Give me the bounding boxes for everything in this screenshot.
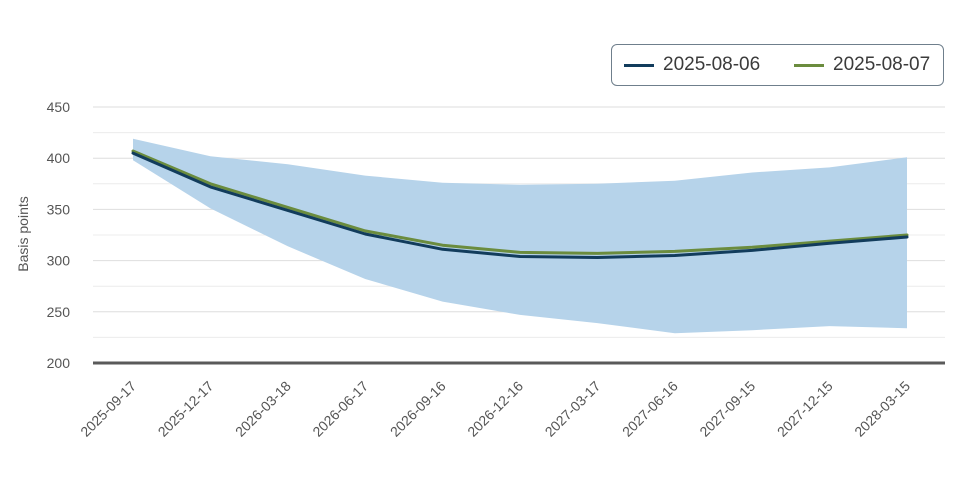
x-tick-label: 2027-03-17 [542, 378, 604, 440]
x-tick-label: 2026-06-17 [309, 378, 371, 440]
uncertainty-band [133, 138, 907, 334]
y-tick-label: 350 [47, 201, 71, 217]
legend-item-series-1[interactable]: 2025-08-06 [624, 45, 760, 85]
x-tick-label: 2025-09-17 [77, 378, 139, 440]
x-tick-label: 2026-09-16 [387, 378, 449, 440]
y-tick-label: 250 [47, 304, 71, 320]
y-tick-label: 200 [47, 355, 71, 371]
legend-item-series-2[interactable]: 2025-08-07 [794, 45, 930, 85]
x-tick-label: 2026-03-18 [232, 378, 294, 440]
series-line-2[interactable] [131, 149, 909, 255]
x-tick-label: 2026-12-16 [464, 378, 526, 440]
x-tick-label: 2027-09-15 [696, 378, 758, 440]
y-tick-label: 400 [47, 150, 71, 166]
x-tick-label: 2027-12-15 [774, 378, 836, 440]
x-tick-label: 2027-06-16 [619, 378, 681, 440]
legend-swatch-series-1 [624, 63, 654, 67]
legend-swatch-series-2 [794, 63, 824, 67]
series-lines [131, 149, 909, 259]
x-tick-label: 2028-03-15 [851, 378, 913, 440]
y-tick-label: 300 [47, 253, 71, 269]
y-axis-title: Basis points [15, 196, 31, 271]
legend: 2025-08-06 2025-08-07 [611, 44, 944, 86]
legend-label-series-2: 2025-08-07 [833, 54, 931, 75]
x-tick-label: 2025-12-17 [155, 378, 217, 440]
legend-label-series-1: 2025-08-06 [663, 54, 761, 75]
series-line-1[interactable] [131, 151, 909, 259]
uncertainty-band-group [133, 138, 907, 334]
y-tick-label: 450 [47, 99, 71, 115]
